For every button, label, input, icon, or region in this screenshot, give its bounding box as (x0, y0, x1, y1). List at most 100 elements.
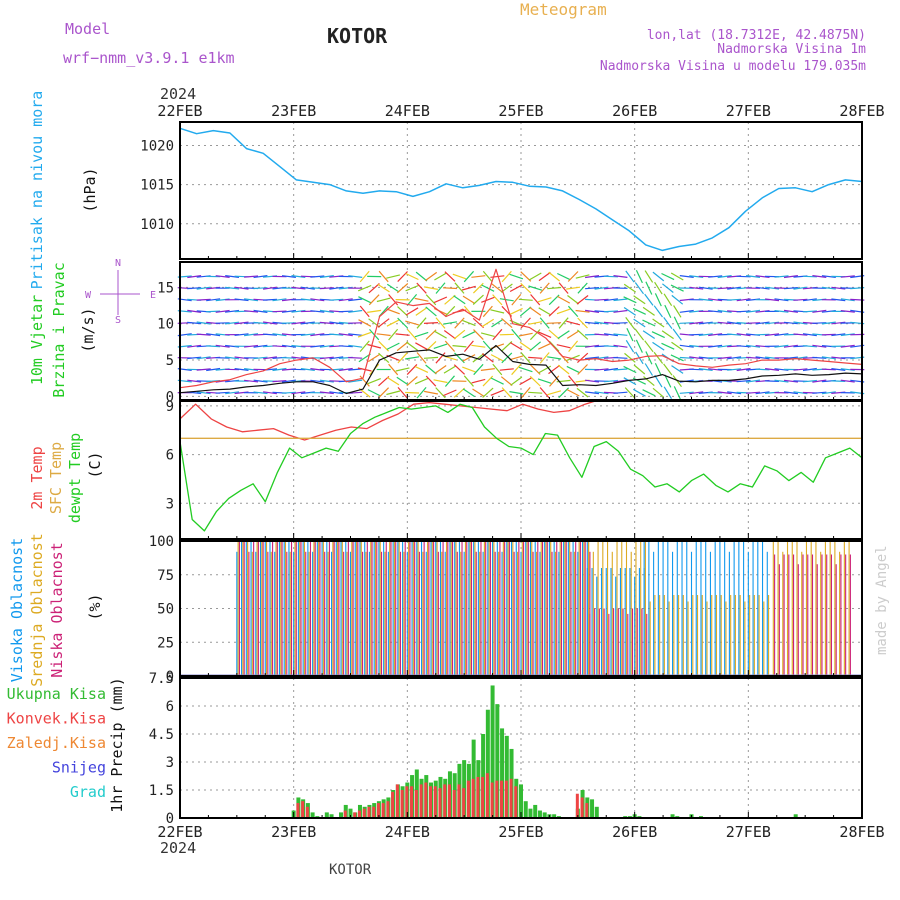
wind-arrow (291, 286, 306, 290)
wind-arrow (755, 356, 770, 360)
wind-arrow (831, 333, 846, 337)
precip-conv-bar (500, 780, 504, 818)
wind-arrow (831, 321, 846, 325)
wind-arrow (471, 344, 486, 348)
wind-arrow (653, 305, 663, 318)
wind-arrow (594, 321, 609, 325)
wind-arrow (539, 352, 550, 364)
wind-arrow (528, 285, 543, 291)
wind-arrow (416, 352, 427, 364)
precip-conv-bar (381, 803, 385, 818)
precip-conv-bar (457, 784, 461, 818)
wind-arrow (567, 295, 580, 305)
wind-arrow (462, 354, 476, 362)
day-tick-label-top: 27FEB (726, 102, 771, 120)
wind-arrow (539, 387, 550, 399)
wind-arrow (755, 321, 770, 325)
wind-arrow (405, 272, 419, 281)
wind-arrow (272, 367, 287, 372)
wind-arrow (802, 310, 817, 313)
wind-arrow (435, 387, 446, 399)
wind-arrow (547, 356, 562, 360)
wind-arrow (414, 377, 429, 385)
wind-arrow (405, 391, 420, 394)
precip-total-bar (533, 804, 538, 818)
wind-arrow (802, 275, 817, 278)
wind-arrow (338, 310, 353, 313)
wind-arrow (358, 296, 372, 304)
wind-arrow (416, 317, 427, 329)
wind-arrow (511, 294, 522, 306)
footer-station: KOTOR (329, 862, 372, 878)
wind-arrow (425, 294, 437, 306)
wind-arrow (414, 366, 429, 373)
wind-arrow (765, 368, 780, 371)
wind-arrow (187, 275, 202, 279)
precip-total-bar (537, 810, 542, 818)
precip-legend-label: Grad (70, 783, 106, 801)
wind-arrow (613, 333, 628, 336)
wind-arrow (388, 363, 399, 376)
wind-arrow (566, 365, 580, 374)
precip-conv-bar (471, 778, 475, 818)
precip-conv-bar (419, 784, 423, 818)
wind-arrow (244, 379, 259, 383)
wind-arrow (736, 333, 751, 337)
wind-arrow (196, 321, 211, 325)
wind-arrow (519, 341, 532, 351)
cloud-side-label: Srednja Oblacnost (28, 533, 46, 687)
wind-arrow (727, 356, 742, 360)
wind-arrow (281, 357, 296, 359)
wind-arrow (717, 344, 732, 348)
precip-total-bar (310, 812, 315, 818)
year-top: 2024 (160, 85, 196, 103)
wind-arrow (253, 275, 268, 279)
wind-arrow (802, 345, 817, 348)
wind-arrow (765, 333, 780, 337)
model-label: Model (65, 20, 110, 38)
wind-arrow (368, 283, 380, 294)
wind-arrow (613, 356, 628, 359)
wind-arrow (708, 333, 723, 337)
wind-arrow (662, 283, 674, 293)
wind-arrow (717, 356, 732, 360)
wind-arrow (840, 298, 855, 302)
y-tick-label: 9 (166, 399, 174, 415)
wind-arrow (234, 286, 249, 290)
wind-arrow (594, 298, 609, 301)
wind-arrow (405, 320, 419, 326)
day-tick-label-top: 25FEB (498, 102, 543, 120)
wind-arrow (281, 391, 296, 394)
wind-arrow (652, 341, 665, 351)
wind-arrow (671, 341, 684, 351)
wind-arrow (348, 298, 363, 302)
wind-arrow (708, 298, 723, 302)
wind-arrow (291, 321, 306, 325)
wind-arrow (367, 389, 381, 397)
wind-arrow (462, 295, 476, 305)
wind-arrow (557, 295, 571, 304)
wind-arrow (225, 356, 240, 360)
wind-arrow (407, 294, 418, 306)
wind-arrow (518, 366, 533, 373)
wind-arrow (481, 318, 495, 328)
wind-arrow (547, 390, 562, 396)
wind-arrow (338, 367, 353, 372)
wind-arrow (378, 387, 390, 399)
wind-arrow (736, 275, 751, 278)
wind-arrow (679, 309, 694, 313)
wind-arrow (727, 333, 742, 336)
precip-conv-bar (476, 776, 480, 818)
wind-arrow (196, 286, 211, 290)
wind-arrow (613, 368, 628, 371)
wind-arrow (764, 380, 780, 382)
wind-arrow (244, 298, 259, 302)
wind-arrow (434, 272, 447, 281)
wind-arrow (793, 391, 808, 395)
wind-arrow (831, 286, 846, 290)
wind-arrow (613, 298, 628, 302)
wind-arrow (482, 270, 493, 283)
wind-arrow (708, 275, 723, 278)
wind-arrow (359, 340, 370, 352)
wind-arrow (518, 298, 533, 301)
